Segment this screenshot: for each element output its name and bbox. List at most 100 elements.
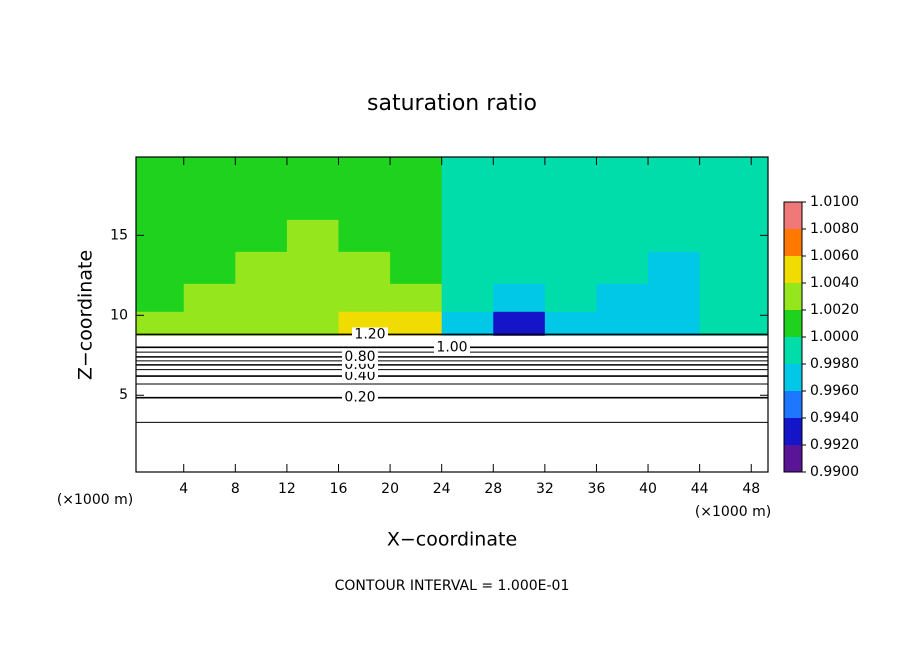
field-cell [338, 283, 391, 312]
field-cell [390, 311, 443, 336]
x-tick-label: 28 [484, 481, 502, 497]
field-cell [596, 311, 649, 336]
field-cell [544, 283, 597, 312]
field-cell [235, 187, 288, 220]
field-cell [544, 157, 597, 188]
field-cell [183, 187, 236, 220]
field-cell [338, 219, 391, 252]
field-cell [183, 311, 236, 336]
field-cell [338, 157, 391, 188]
field-cell [648, 219, 701, 252]
field-cell [699, 251, 768, 284]
field-cell [136, 311, 185, 336]
field-cell [235, 311, 288, 336]
x-tick-label: 32 [536, 481, 554, 497]
field-cell [441, 157, 494, 188]
x-tick-label: 48 [742, 481, 760, 497]
contour-label-bg [342, 349, 378, 364]
plot-area: 0.200.400.600.801.001.20 [136, 157, 768, 472]
field-cell [235, 283, 288, 312]
field-cell [286, 283, 339, 312]
field-cell [183, 283, 236, 312]
field-cell [390, 251, 443, 284]
field-cell [183, 157, 236, 188]
field-cell [286, 157, 339, 188]
field-cell [136, 219, 185, 252]
colorbar-segment [784, 445, 802, 472]
field-cell [596, 251, 649, 284]
colorbar-tick-label: 0.9980 [810, 356, 859, 372]
field-cell [136, 251, 185, 284]
x-tick-label: 4 [179, 481, 188, 497]
y-tick-label: 15 [110, 227, 128, 243]
field-cell [183, 251, 236, 284]
y-tick-label: 5 [119, 387, 128, 403]
colorbar-tick-label: 1.0040 [810, 275, 859, 291]
y-tick-label: 10 [110, 307, 128, 323]
field-cell [648, 283, 701, 312]
field-cell [648, 251, 701, 284]
field-cell [493, 283, 546, 312]
field-cell [441, 311, 494, 336]
contour-label: 0.20 [344, 390, 375, 406]
x-tick-label: 40 [639, 481, 657, 497]
chart-title: saturation ratio [367, 91, 537, 116]
x-tick-label: 8 [231, 481, 240, 497]
colorbar-tick-label: 1.0080 [810, 221, 859, 237]
field-cell [235, 157, 288, 188]
x-unit-label: (×1000 m) [695, 504, 771, 520]
field-cell [286, 187, 339, 220]
colorbar-tick-label: 1.0100 [810, 194, 859, 210]
colorbar-tick-label: 1.0060 [810, 248, 859, 264]
field-cell [699, 157, 768, 188]
field-cell [544, 187, 597, 220]
contour-label-bg [342, 369, 378, 384]
x-tick-label: 36 [588, 481, 606, 497]
x-tick-label: 44 [691, 481, 709, 497]
colorbar-tick-label: 1.0000 [810, 329, 859, 345]
field-cell [441, 187, 494, 220]
colorbar-tick-label: 0.9940 [810, 410, 859, 426]
plot-frame [135, 156, 769, 473]
field-cell [390, 187, 443, 220]
x-tick-label: 12 [278, 481, 296, 497]
colorbar-segment [784, 229, 802, 256]
field-cell [699, 283, 768, 312]
field-cell [493, 157, 546, 188]
field-cell [699, 311, 768, 336]
field-cell [596, 283, 649, 312]
field-cell [441, 219, 494, 252]
field-cell [648, 157, 701, 188]
field-cell [390, 283, 443, 312]
field-cell [136, 283, 185, 312]
colorbar-segment [784, 310, 802, 337]
colorbar-segment [784, 391, 802, 418]
colorbar-segment [784, 364, 802, 391]
field-cell [136, 157, 185, 188]
field-cell [596, 219, 649, 252]
field-cell [699, 187, 768, 220]
field-cell [235, 219, 288, 252]
field-cell [286, 311, 339, 336]
x-tick-label: 24 [433, 481, 451, 497]
colorbar-segment [784, 283, 802, 310]
field-cell [493, 187, 546, 220]
x-tick-label: 20 [381, 481, 399, 497]
contour-label-bg [434, 340, 470, 355]
field-cell [136, 187, 185, 220]
field-cell [648, 187, 701, 220]
field-cell [235, 251, 288, 284]
field-cell [183, 219, 236, 252]
x-tick-label: 16 [330, 481, 348, 497]
contour-interval-note: CONTOUR INTERVAL = 1.000E-01 [335, 578, 570, 594]
contour-label-bg [352, 327, 388, 342]
field-cell [338, 187, 391, 220]
y-axis-label: Z−coordinate [75, 250, 97, 380]
field-cell [544, 219, 597, 252]
contour-label: 0.80 [344, 349, 375, 365]
field-cell [441, 283, 494, 312]
field-cell [441, 251, 494, 284]
x-axis-label: X−coordinate [387, 529, 517, 551]
field-cell [596, 157, 649, 188]
